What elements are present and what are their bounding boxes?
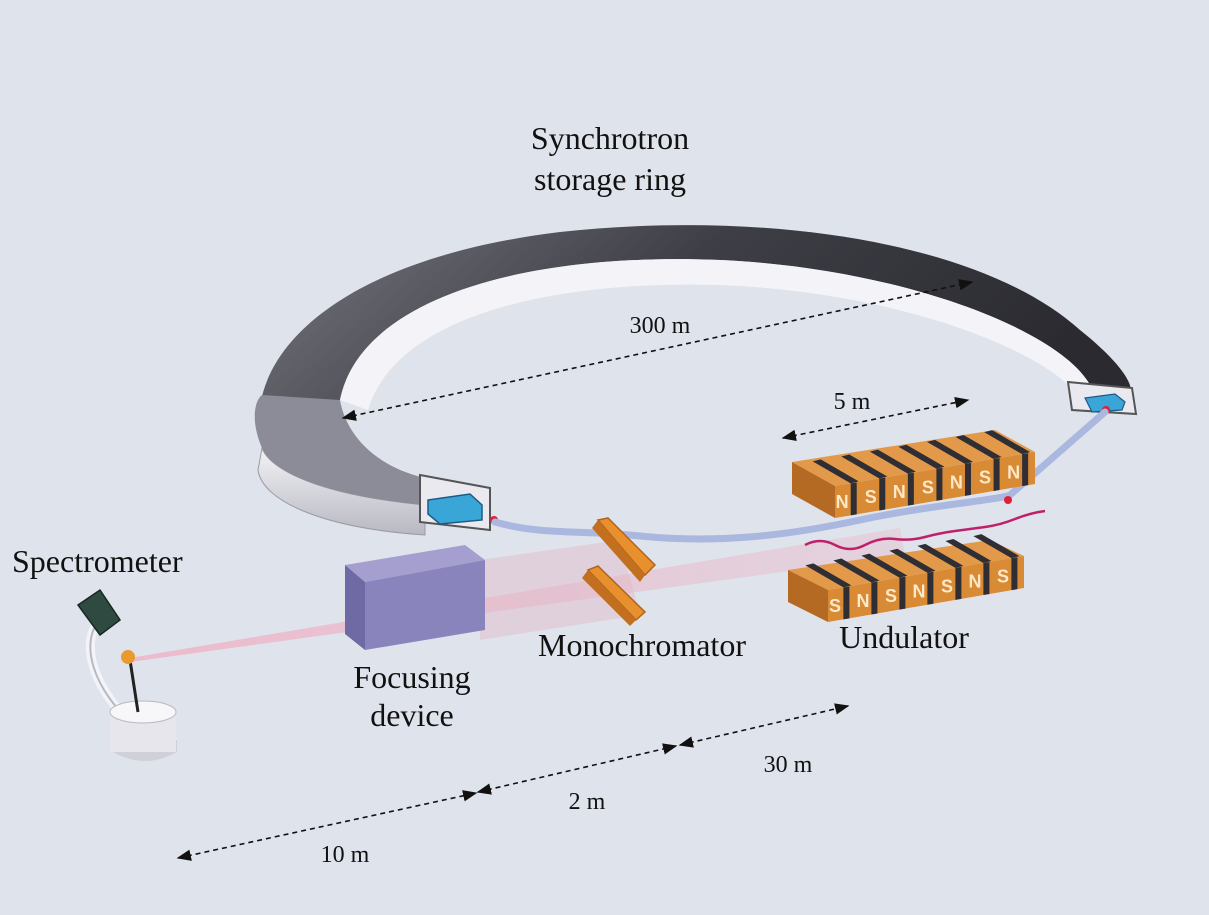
undulator-label: Undulator — [839, 619, 969, 655]
arrow-5m — [781, 396, 970, 442]
dim-30m: 30 m — [764, 752, 813, 778]
magnet-pole-letter: N — [913, 581, 926, 601]
dim-2m: 2 m — [569, 789, 606, 815]
magnet-pole-letter: S — [922, 477, 934, 497]
magnet-stripe — [833, 558, 880, 583]
magnet-stripe — [955, 435, 1002, 460]
magnet-separator — [993, 458, 1000, 492]
ring-title-line1: Synchrotron — [531, 120, 689, 156]
magnet-stripe — [861, 553, 908, 578]
magnet-stripe — [973, 534, 1020, 559]
monochromator-label: Monochromator — [538, 627, 746, 663]
magnet-stripe — [927, 439, 973, 464]
magnet-stripe — [805, 563, 852, 588]
magnet-pole-letter: N — [857, 591, 870, 611]
magnet-pole-letter: S — [829, 596, 841, 616]
magnet-pole-letter: N — [1007, 463, 1020, 483]
dim-5m: 5 m — [834, 389, 871, 415]
dim-10m: 10 m — [321, 842, 370, 868]
arrow-2m — [476, 743, 678, 795]
magnet-separator — [843, 586, 850, 620]
magnet-separator — [879, 477, 886, 511]
magnet-separator — [899, 576, 906, 610]
magnet-stripe — [869, 449, 916, 474]
spectrometer-label: Spectrometer — [12, 543, 183, 579]
magnet-stripe — [898, 444, 945, 469]
magnet-stripe — [812, 459, 859, 484]
magnet-separator — [1022, 453, 1029, 487]
magnet-stripe — [945, 539, 992, 564]
magnet-pole-letter: S — [979, 468, 991, 488]
focusing-label-line2: device — [370, 697, 454, 733]
spectrometer-device — [76, 588, 177, 761]
magnet-separator — [936, 467, 943, 501]
magnet-pole-letter: S — [997, 567, 1009, 587]
magnet-pole-letter: N — [893, 482, 906, 502]
magnet-pole-letter: N — [950, 472, 963, 492]
electron-beam-pipe — [491, 408, 1109, 543]
dimension-arrows — [176, 279, 974, 861]
monochromator-crystals — [582, 517, 657, 626]
xray-beam — [130, 528, 905, 662]
undulator-electron-path — [804, 509, 1046, 551]
dim-300m: 300 m — [630, 313, 691, 339]
magnet-stripe — [841, 454, 888, 479]
magnet-separator — [850, 482, 857, 516]
focusing-label-line1: Focusing — [353, 659, 470, 695]
magnet-separator — [965, 462, 971, 496]
magnet-separator — [1011, 557, 1018, 591]
magnet-separator — [955, 566, 962, 600]
arrow-30m — [678, 703, 850, 748]
magnet-pole-letter: N — [836, 492, 849, 512]
magnet-pole-letter: S — [885, 586, 897, 606]
ring-title-line2: storage ring — [534, 161, 686, 197]
magnet-pole-letter: S — [865, 487, 877, 507]
magnet-separator — [983, 562, 990, 596]
magnet-pole-letter: S — [941, 576, 953, 596]
magnet-stripe — [889, 548, 936, 573]
magnet-stripe — [984, 430, 1031, 455]
magnet-separator — [927, 571, 934, 605]
magnet-separator — [907, 472, 914, 506]
magnet-pole-letter: N — [969, 572, 982, 592]
magnet-separator — [871, 581, 878, 615]
arrow-10m — [176, 790, 478, 861]
magnet-stripe — [917, 543, 964, 568]
focusing-device-box — [345, 545, 485, 650]
